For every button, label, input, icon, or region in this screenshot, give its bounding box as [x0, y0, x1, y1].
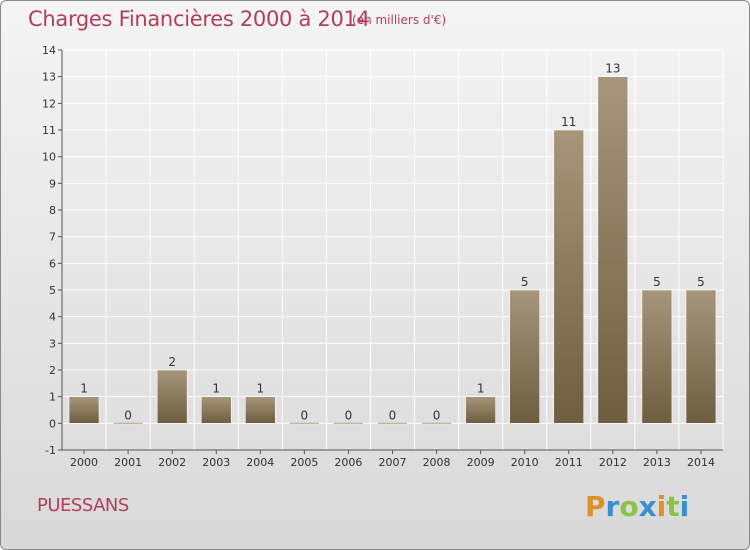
y-tick-label: 12	[42, 97, 56, 110]
y-tick-label: 4	[49, 311, 56, 324]
x-tick-label-2009: 2009	[467, 456, 495, 469]
y-tick-label: 8	[49, 204, 56, 217]
data-label-2002: 2	[168, 355, 176, 369]
y-tick-label: 13	[42, 71, 56, 84]
data-label-2004: 1	[256, 382, 264, 396]
bar-2002	[156, 369, 188, 424]
data-label-2000: 1	[80, 382, 88, 396]
x-tick-label-2005: 2005	[290, 456, 318, 469]
data-label-2005: 0	[301, 408, 309, 422]
x-tick-label-2010: 2010	[511, 456, 539, 469]
bar-2001	[112, 422, 144, 425]
bar-2008	[421, 422, 452, 425]
bar-2000	[68, 396, 100, 424]
x-tick-label-2011: 2011	[555, 456, 583, 469]
x-tick-label-2000: 2000	[70, 456, 98, 469]
y-tick-label: 10	[42, 151, 56, 164]
y-tick-label: 5	[49, 284, 56, 297]
y-tick-label: 9	[49, 177, 56, 190]
proxiti-logo: Proxiti	[585, 490, 689, 523]
x-tick-label-2002: 2002	[158, 456, 186, 469]
data-label-2007: 0	[389, 408, 397, 422]
chart-subtitle: (en milliers d'€)	[352, 13, 447, 27]
data-label-2008: 0	[433, 408, 441, 422]
bar-2013	[641, 289, 673, 424]
y-tick-label: 1	[49, 391, 56, 404]
data-label-2009: 1	[477, 382, 485, 396]
bar-2011	[553, 129, 585, 424]
x-tick-label-2012: 2012	[599, 456, 627, 469]
x-tick-label-2006: 2006	[334, 456, 362, 469]
x-tick-label-2003: 2003	[202, 456, 230, 469]
y-tick-label: 11	[42, 124, 56, 137]
data-label-2014: 5	[697, 275, 705, 289]
data-label-2010: 5	[521, 275, 529, 289]
y-tick-label: 2	[49, 364, 56, 377]
chart-title: Charges Financières 2000 à 2014	[28, 7, 370, 31]
data-label-2006: 0	[345, 408, 353, 422]
data-label-2003: 1	[212, 382, 220, 396]
x-tick-label-2007: 2007	[379, 456, 407, 469]
y-tick-label: 14	[42, 44, 56, 57]
bar-2009	[465, 396, 496, 424]
bar-2014	[685, 289, 717, 424]
x-tick-label-2013: 2013	[643, 456, 671, 469]
x-tick-label-2008: 2008	[423, 456, 451, 469]
y-tick-label: 6	[49, 257, 56, 270]
data-label-2013: 5	[653, 275, 661, 289]
bar-2010	[509, 289, 541, 424]
data-label-2011: 11	[561, 115, 576, 129]
y-tick-label: 3	[49, 337, 56, 350]
data-label-2001: 0	[124, 408, 132, 422]
bar-2004	[245, 396, 276, 424]
x-tick-label-2014: 2014	[687, 456, 715, 469]
x-tick-label-2004: 2004	[246, 456, 274, 469]
bar-2005	[289, 422, 320, 425]
bar-2003	[200, 396, 232, 424]
x-tick-label-2001: 2001	[114, 456, 142, 469]
y-tick-label: 7	[49, 231, 56, 244]
bar-2006	[333, 422, 364, 425]
svg-text:Proxiti: Proxiti	[585, 490, 689, 523]
bar-2007	[377, 422, 408, 425]
data-label-2012: 13	[605, 62, 620, 76]
bars	[68, 76, 717, 425]
y-tick-label: -1	[45, 444, 56, 457]
y-tick-label: 0	[49, 417, 56, 430]
town-name: PUESSANS	[37, 495, 129, 516]
bar-2012	[597, 76, 629, 424]
